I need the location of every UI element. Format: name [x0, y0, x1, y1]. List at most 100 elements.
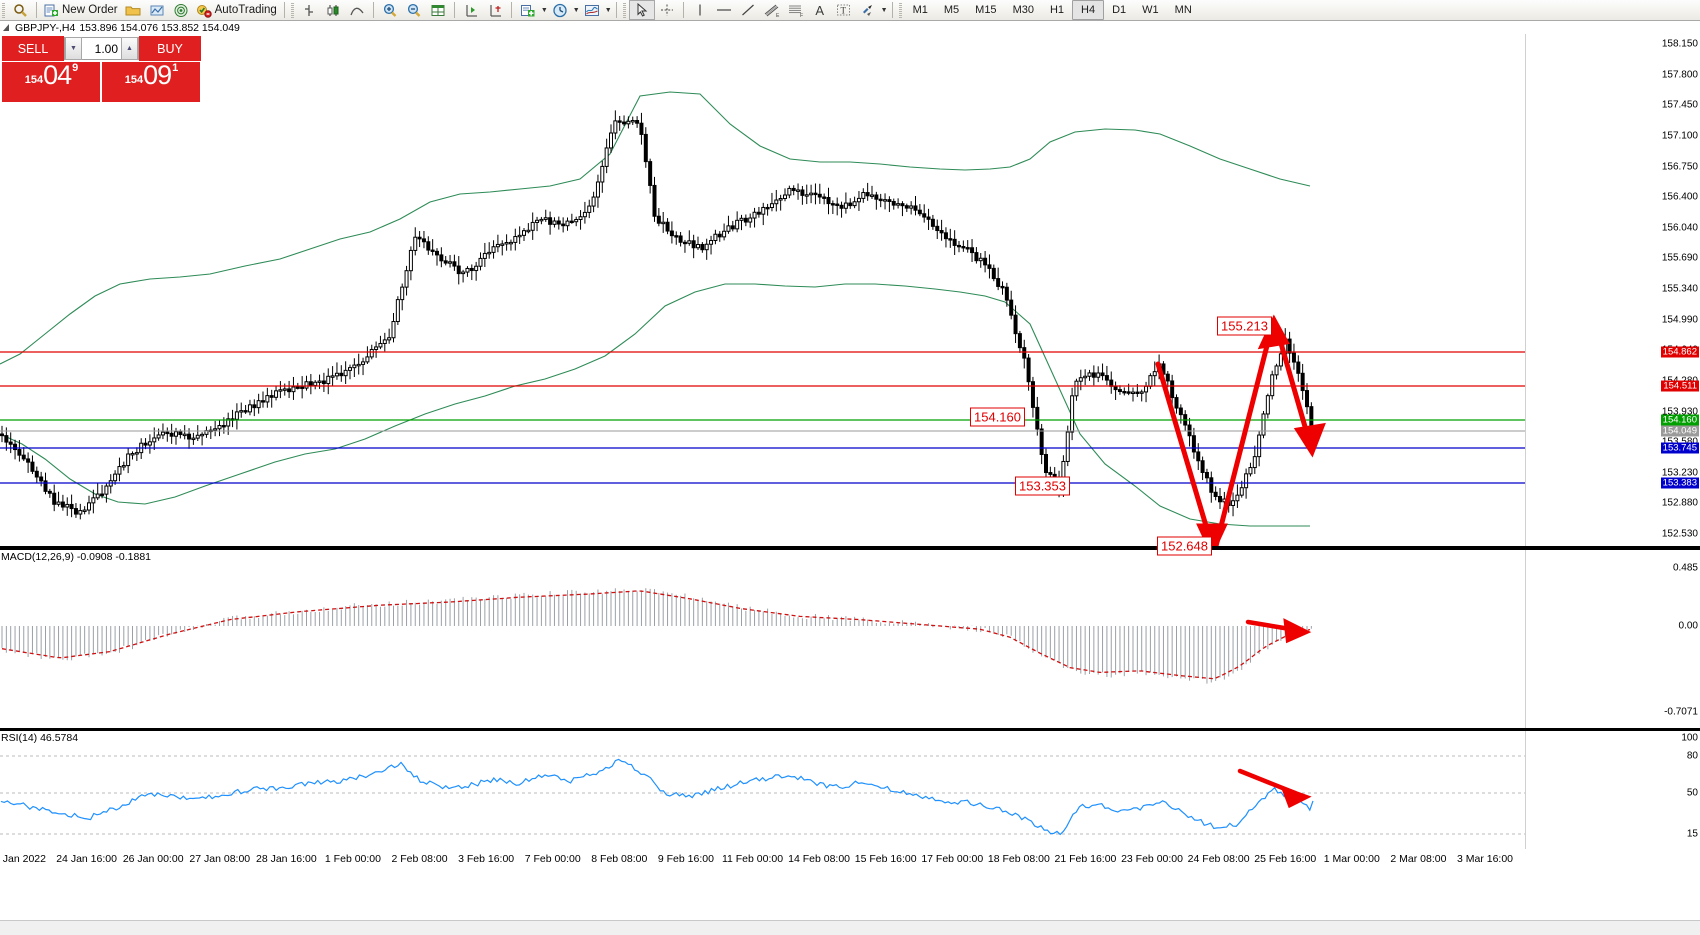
clock-icon-button[interactable] [548, 1, 572, 19]
templates-icon-button[interactable] [580, 1, 604, 19]
volume-decrement-button[interactable]: ▼ [65, 37, 82, 60]
toolbar-grip[interactable] [290, 2, 294, 18]
indicators-icon-button[interactable] [516, 1, 540, 19]
line-chart-icon-button[interactable] [345, 1, 369, 19]
annotation-154160[interactable]: 154.160 [970, 407, 1025, 427]
price-tag-154160: 154.160 [1660, 414, 1699, 426]
new-order-button[interactable]: New Order [41, 1, 121, 19]
symbol-ohlc: 153.896 154.076 153.852 154.049 [79, 21, 240, 34]
annotation-155213[interactable]: 155.213 [1217, 316, 1272, 336]
candlestick-icon-button[interactable] [321, 1, 345, 19]
price-tick: 153.580 [1662, 437, 1698, 448]
timeframe-m15[interactable]: M15 [975, 4, 997, 16]
one-click-trading-panel[interactable]: SELL ▼ 1.00 ▲ BUY 154 04 9 154 09 1 [2, 36, 201, 102]
price-tick: 153.230 [1661, 467, 1698, 479]
price-tick: 156.040 [1661, 222, 1698, 234]
zoom-in-icon-button[interactable] [378, 1, 402, 19]
toolbar-separator [36, 2, 37, 18]
macd-tick-zero: 0.00 [1678, 620, 1698, 632]
price-plot-area[interactable]: 155.213 154.160 153.353 152.648 [0, 34, 1525, 556]
chevron-down-icon[interactable]: ▼ [880, 6, 888, 14]
price-tick: 157.800 [1661, 69, 1698, 81]
chart-shift-icon-button[interactable] [483, 1, 507, 19]
time-tick: 8 Feb 08:00 [591, 853, 648, 865]
zoom-out-icon-button[interactable] [402, 1, 426, 19]
rsi-plot-area[interactable] [0, 731, 1525, 849]
buy-button[interactable]: BUY [139, 36, 201, 61]
timeframe-h1[interactable]: H1 [1049, 4, 1065, 16]
macd-plot-area[interactable] [0, 550, 1525, 728]
timeframe-d1[interactable]: D1 [1112, 4, 1127, 16]
equidistant-channel-icon-button[interactable]: E [760, 1, 784, 19]
cursor-icon-button[interactable] [628, 0, 655, 20]
time-tick: 25 Feb 16:00 [1254, 853, 1317, 865]
tile-windows-icon-button[interactable] [426, 1, 450, 19]
bar-chart-icon-button[interactable] [297, 1, 321, 19]
rsi-pane[interactable]: RSI(14) 46.5784 100 80 50 15 [0, 730, 1700, 850]
navigator-icon-button[interactable] [169, 1, 193, 19]
price-tick: 156.750 [1661, 161, 1698, 172]
horizontal-line-icon-button[interactable] [712, 1, 736, 19]
fibonacci-icon-button[interactable]: F [784, 1, 808, 19]
auto-scroll-icon-button[interactable] [459, 1, 483, 19]
chart-window-icon [3, 24, 9, 31]
buy-price-sup: 1 [172, 62, 179, 74]
volume-increment-button[interactable]: ▲ [121, 37, 138, 60]
price-axis[interactable]: 158.150 157.800 157.450 157.100 156.750 156.4… [1525, 34, 1700, 546]
folder-icon-button[interactable] [121, 1, 145, 19]
timeframe-w1[interactable]: W1 [1142, 4, 1159, 16]
sell-button[interactable]: SELL [2, 36, 64, 61]
time-tick: 26 Jan 00:00 [122, 853, 184, 865]
price-tick: 154.990 [1661, 314, 1698, 326]
crosshair-icon-button[interactable] [655, 1, 679, 19]
text-label-icon-button[interactable]: T [832, 1, 856, 19]
toolbar-grip[interactable] [622, 2, 626, 18]
price-tick: 158.150 [1661, 38, 1698, 50]
rsi-axis[interactable]: 100 80 50 15 [1525, 731, 1700, 849]
macd-forecast-arrow [1245, 618, 1312, 644]
trendline-icon-button[interactable] [736, 1, 760, 19]
main-toolbar: New Order AutoTrading ▼ [0, 0, 1700, 21]
sell-price-sup: 9 [72, 62, 79, 74]
price-tag-153745: 153.745 [1660, 442, 1699, 454]
chevron-down-icon[interactable]: ▼ [540, 6, 548, 14]
toolbar-separator [510, 2, 512, 18]
vertical-line-icon-button[interactable] [688, 1, 712, 19]
timeframe-m30[interactable]: M30 [1012, 4, 1034, 16]
timeframe-m1[interactable]: M1 [912, 4, 928, 16]
volume-value[interactable]: 1.00 [94, 41, 118, 56]
buy-price[interactable]: 154 09 1 [102, 62, 200, 102]
timeframe-h4[interactable]: H4 [1072, 0, 1105, 20]
toolbar-grip[interactable] [898, 2, 902, 18]
chevron-down-icon[interactable]: ▼ [572, 6, 580, 14]
price-chart-pane[interactable]: 155.213 154.160 153.353 152.648 158.150 1… [0, 34, 1700, 556]
search-icon-button[interactable] [8, 1, 32, 19]
time-tick: 1 Mar 00:00 [1323, 853, 1380, 865]
autotrading-button[interactable]: AutoTrading [193, 1, 280, 19]
text-a-icon-button[interactable]: A [815, 2, 824, 18]
timeframe-m5[interactable]: M5 [943, 4, 960, 16]
macd-axis[interactable]: 0.485 0.00 -0.7071 [1525, 550, 1700, 728]
price-tick: 156.400 [1661, 191, 1698, 203]
sell-price[interactable]: 154 04 9 [2, 62, 100, 102]
horizontal-scrollbar[interactable] [0, 920, 1700, 935]
data-window-icon-button[interactable] [145, 1, 169, 19]
volume-stepper[interactable]: ▼ 1.00 ▲ [64, 37, 139, 60]
annotation-153353[interactable]: 153.353 [1015, 476, 1070, 496]
time-axis[interactable]: 1 Jan 2022 24 Jan 16:00 26 Jan 00:00 27 Jan… [0, 849, 1700, 869]
chevron-down-icon[interactable]: ▼ [604, 6, 612, 14]
forecast-arrows [1155, 314, 1326, 546]
price-tick: 157.100 [1661, 130, 1698, 142]
price-tick: 155.340 [1661, 283, 1698, 295]
new-order-label: New Order [62, 4, 118, 16]
toolbar-grip[interactable] [2, 2, 5, 18]
symbol-name: GBPJPY-,H4 [15, 21, 76, 34]
timeframe-mn[interactable]: MN [1174, 4, 1192, 16]
annotation-152648[interactable]: 152.648 [1157, 536, 1212, 556]
arrows-icon-button[interactable] [856, 1, 880, 19]
price-tick: 153.930 [1661, 406, 1698, 417]
macd-tick-top: 0.485 [1672, 562, 1698, 574]
time-tick: 24 Jan 16:00 [56, 853, 117, 865]
price-tick: 157.450 [1661, 99, 1698, 111]
macd-pane[interactable]: MACD(12,26,9) -0.0908 -0.1881 0.485 0.00… [0, 549, 1700, 731]
